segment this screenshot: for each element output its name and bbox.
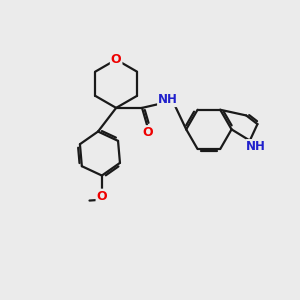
Text: NH: NH (158, 93, 178, 106)
Text: O: O (97, 190, 107, 202)
Text: O: O (142, 126, 153, 139)
Text: O: O (111, 53, 122, 66)
Text: NH: NH (246, 140, 266, 153)
